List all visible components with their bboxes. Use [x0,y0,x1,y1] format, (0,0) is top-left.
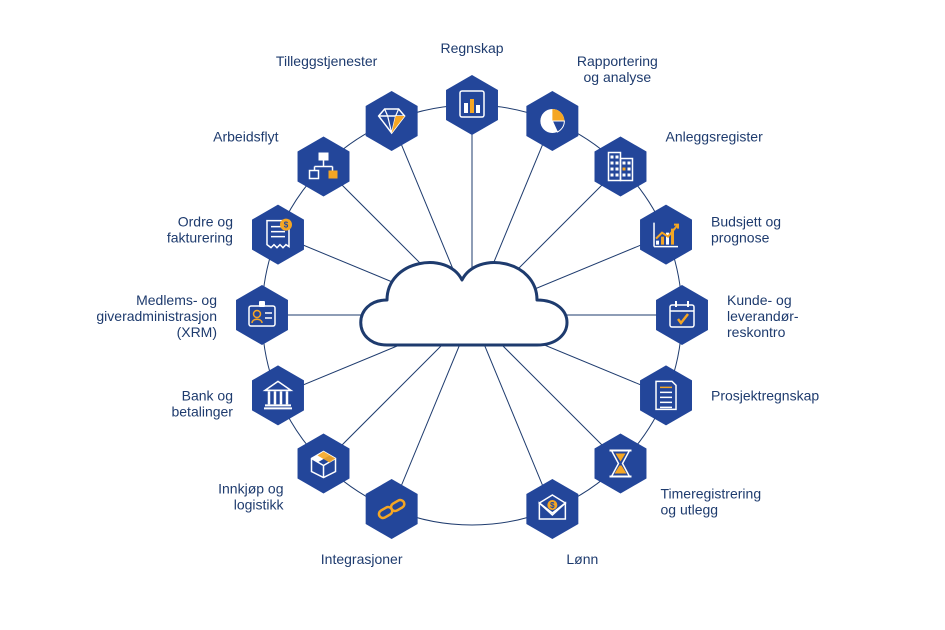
node-innkjop: Innkjøp oglogistikk [218,433,349,512]
svg-text:$: $ [550,501,555,510]
label-rapport: Rapporteringog analyse [577,53,658,85]
label-medlem: Medlems- oggiveradministrasjon(XRM) [96,292,217,340]
label-integ: Integrasjoner [321,551,403,567]
node-rapport: Rapporteringog analyse [526,53,657,151]
label-budsjett: Budsjett ogprognose [711,214,781,246]
label-innkjop: Innkjøp oglogistikk [218,480,284,512]
node-anlegg: Anleggsregister [595,129,764,197]
label-regnskap: Regnskap [440,40,503,56]
node-regnskap: Regnskap [440,40,503,135]
svg-text:$: $ [284,221,289,230]
label-lonn: Lønn [566,551,598,567]
cloud-icon [361,263,567,345]
hexagon [252,365,304,425]
node-budsjett: Budsjett ogprognose [640,205,781,265]
node-integ: Integrasjoner [321,479,418,567]
label-time: Timeregistreringog utlegg [660,485,761,517]
node-prosjekt: Prosjektregnskap [640,365,819,425]
node-medlem: Medlems- oggiveradministrasjon(XRM) [96,285,288,345]
node-time: Timeregistreringog utlegg [595,433,762,517]
label-ordre: Ordre ogfakturering [167,214,233,246]
node-ordre: $ Ordre ogfakturering [167,205,304,265]
label-kunde: Kunde- ogleverandør-reskontro [727,292,799,340]
node-arbeid: Arbeidsflyt [213,129,349,197]
hexagon [236,285,288,345]
hexagon [252,205,304,265]
node-lonn: $ Lønn [526,479,598,567]
hexagon [656,285,708,345]
node-tillegg: Tilleggstjenester [276,53,418,151]
pie-icon [540,109,564,133]
label-prosjekt: Prosjektregnskap [711,387,819,403]
radial-diagram: Regnskap Rapporteringog analyse Anleggsreg… [0,0,945,630]
node-bank: Bank ogbetalinger [171,365,303,425]
label-bank: Bank ogbetalinger [171,387,233,419]
label-arbeid: Arbeidsflyt [213,129,278,145]
label-tillegg: Tilleggstjenester [276,53,378,69]
node-kunde: Kunde- ogleverandør-reskontro [656,285,799,345]
label-anlegg: Anleggsregister [665,129,763,145]
hexagon [366,91,418,151]
hexagon [640,365,692,425]
